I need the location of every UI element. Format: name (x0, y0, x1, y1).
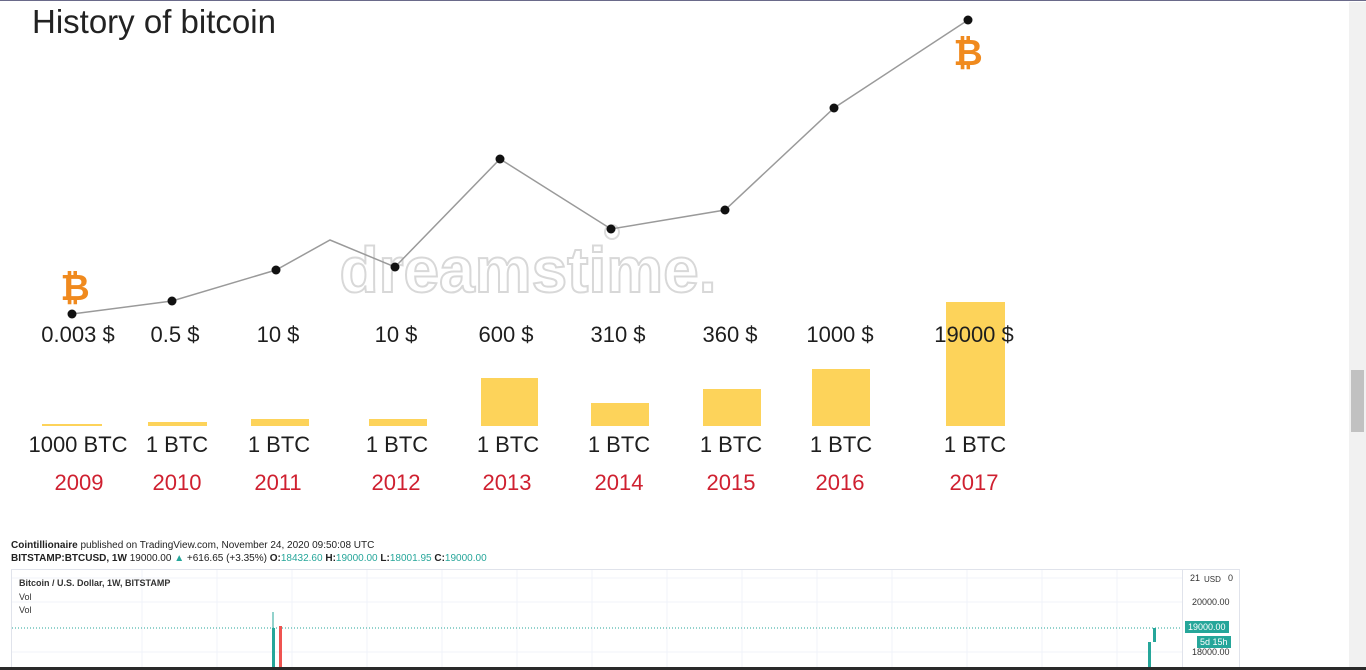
price-bar-2015 (703, 389, 761, 426)
price-bar-2014 (591, 403, 649, 426)
vertical-scrollbar[interactable] (1349, 2, 1366, 667)
candle-up-1 (1148, 642, 1151, 668)
open-value: 18432.60 (280, 553, 323, 564)
scrollbar-thumb[interactable] (1351, 370, 1364, 432)
bitcoin-icon-end: ₿ (953, 33, 982, 74)
year-label-2014: 2014 (594, 470, 644, 495)
infographic-title: History of bitcoin (32, 3, 276, 40)
currency-label[interactable]: USD (1204, 575, 1221, 584)
price-label-2011: 10 $ (256, 322, 300, 347)
price-bar-2011 (251, 419, 309, 426)
price-bar-2017 (946, 302, 1005, 426)
symbol-label: BITSTAMP:BTCUSD, 1W (11, 553, 127, 564)
price-label-2012: 10 $ (374, 322, 418, 347)
up-triangle-icon: ▲ (174, 553, 185, 564)
trend-polyline (71, 19, 969, 315)
svg-text:₿: ₿ (953, 33, 982, 74)
btc-amount-2009: 1000 BTC (28, 432, 128, 457)
year-label-2010: 2010 (152, 470, 202, 495)
price-bar-2016 (812, 369, 870, 426)
chart-title: Bitcoin / U.S. Dollar, 1W, BITSTAMP (19, 578, 171, 588)
bitcoin-icon-start: ₿ (60, 268, 89, 309)
svg-text:₿: ₿ (60, 268, 89, 309)
trend-point-2013 (495, 154, 505, 164)
btc-amount-2017: 1 BTC (943, 432, 1007, 457)
open-key: O: (269, 553, 281, 564)
trend-point-2011 (271, 265, 281, 275)
price-label-2009: 0.003 $ (41, 322, 115, 347)
ohlc-line: BITSTAMP:BTCUSD, 1W 19000.00 ▲ +616.65 (… (11, 553, 487, 564)
btc-amount-2016: 1 BTC (809, 432, 873, 457)
close-key: C: (434, 553, 445, 564)
price-axis[interactable]: 21 USD 0 20000.00 19000.00 5d 15h 18000.… (1182, 570, 1241, 668)
watermark-text: dreamstime. (339, 234, 716, 306)
price-bar-2010 (148, 422, 207, 426)
trend-point-2010 (167, 296, 177, 306)
candle-up-2 (1153, 628, 1156, 642)
low-key: L: (380, 553, 390, 564)
bar-countdown-tag: 5d 15h (1197, 636, 1231, 648)
trend-line (67, 15, 973, 319)
author-link[interactable]: Cointillionaire (11, 540, 78, 551)
year-label-2009: 2009 (54, 470, 104, 495)
bars-group (42, 302, 1005, 426)
price-bar-2012 (369, 419, 427, 426)
last-price: 19000.00 (129, 553, 172, 564)
year-label-2011: 2011 (254, 470, 302, 495)
axis-zero: 0 (1228, 573, 1234, 583)
price-bar-2009 (42, 424, 102, 426)
axis-level-20000: 20000.00 (1192, 597, 1230, 607)
volume-label-2: Vol (19, 605, 32, 615)
price-label-2016: 1000 $ (806, 322, 874, 347)
trend-point-2017 (963, 15, 973, 25)
trend-point-2015 (720, 205, 730, 215)
close-value: 19000.00 (444, 553, 487, 564)
year-label-2013: 2013 (482, 470, 532, 495)
axis-level-18000: 18000.00 (1192, 647, 1230, 657)
window-bottom-border (0, 667, 1366, 670)
price-bar-2013 (481, 378, 538, 426)
price-label-2010: 0.5 $ (150, 322, 200, 347)
high-value: 19000.00 (335, 553, 378, 564)
price-label-2015: 360 $ (702, 322, 758, 347)
btc-amount-2012: 1 BTC (365, 432, 429, 457)
last-price-tag: 19000.00 (1185, 621, 1229, 633)
axis-top-number: 21 (1190, 573, 1201, 583)
price-label-2013: 600 $ (478, 322, 534, 347)
chart-grid (12, 570, 1182, 668)
high-key: H: (325, 553, 336, 564)
btc-amount-2011: 1 BTC (247, 432, 311, 457)
year-label-2016: 2016 (815, 470, 865, 495)
tradingview-chart[interactable]: Bitcoin / U.S. Dollar, 1W, BITSTAMP Vol … (11, 569, 1241, 668)
price-history-graphic: dreamstime. ₿ ₿ (42, 15, 1005, 426)
trend-point-2016 (829, 103, 839, 113)
year-label-2017: 2017 (949, 470, 999, 495)
btc-amount-2013: 1 BTC (476, 432, 540, 457)
price-change: +616.65 (+3.35%) (186, 553, 267, 564)
btc-amount-2010: 1 BTC (145, 432, 209, 457)
low-value: 18001.95 (389, 553, 432, 564)
volume-bar-down (279, 626, 282, 668)
btc-amount-2014: 1 BTC (587, 432, 651, 457)
trend-point-2009 (67, 309, 77, 319)
publish-info: Cointillionaire published on TradingView… (11, 540, 374, 551)
window-top-border (0, 0, 1366, 1)
publish-date: published on TradingView.com, November 2… (80, 540, 375, 551)
volume-bar-up (272, 628, 275, 668)
price-label-2014: 310 $ (590, 322, 646, 347)
trend-point-2012 (390, 262, 400, 272)
btc-amount-2015: 1 BTC (699, 432, 763, 457)
price-label-2017: 19000 $ (934, 322, 1014, 347)
trend-point-2014 (606, 224, 616, 234)
year-label-2012: 2012 (371, 470, 421, 495)
year-label-2015: 2015 (706, 470, 756, 495)
volume-label-1: Vol (19, 592, 32, 602)
